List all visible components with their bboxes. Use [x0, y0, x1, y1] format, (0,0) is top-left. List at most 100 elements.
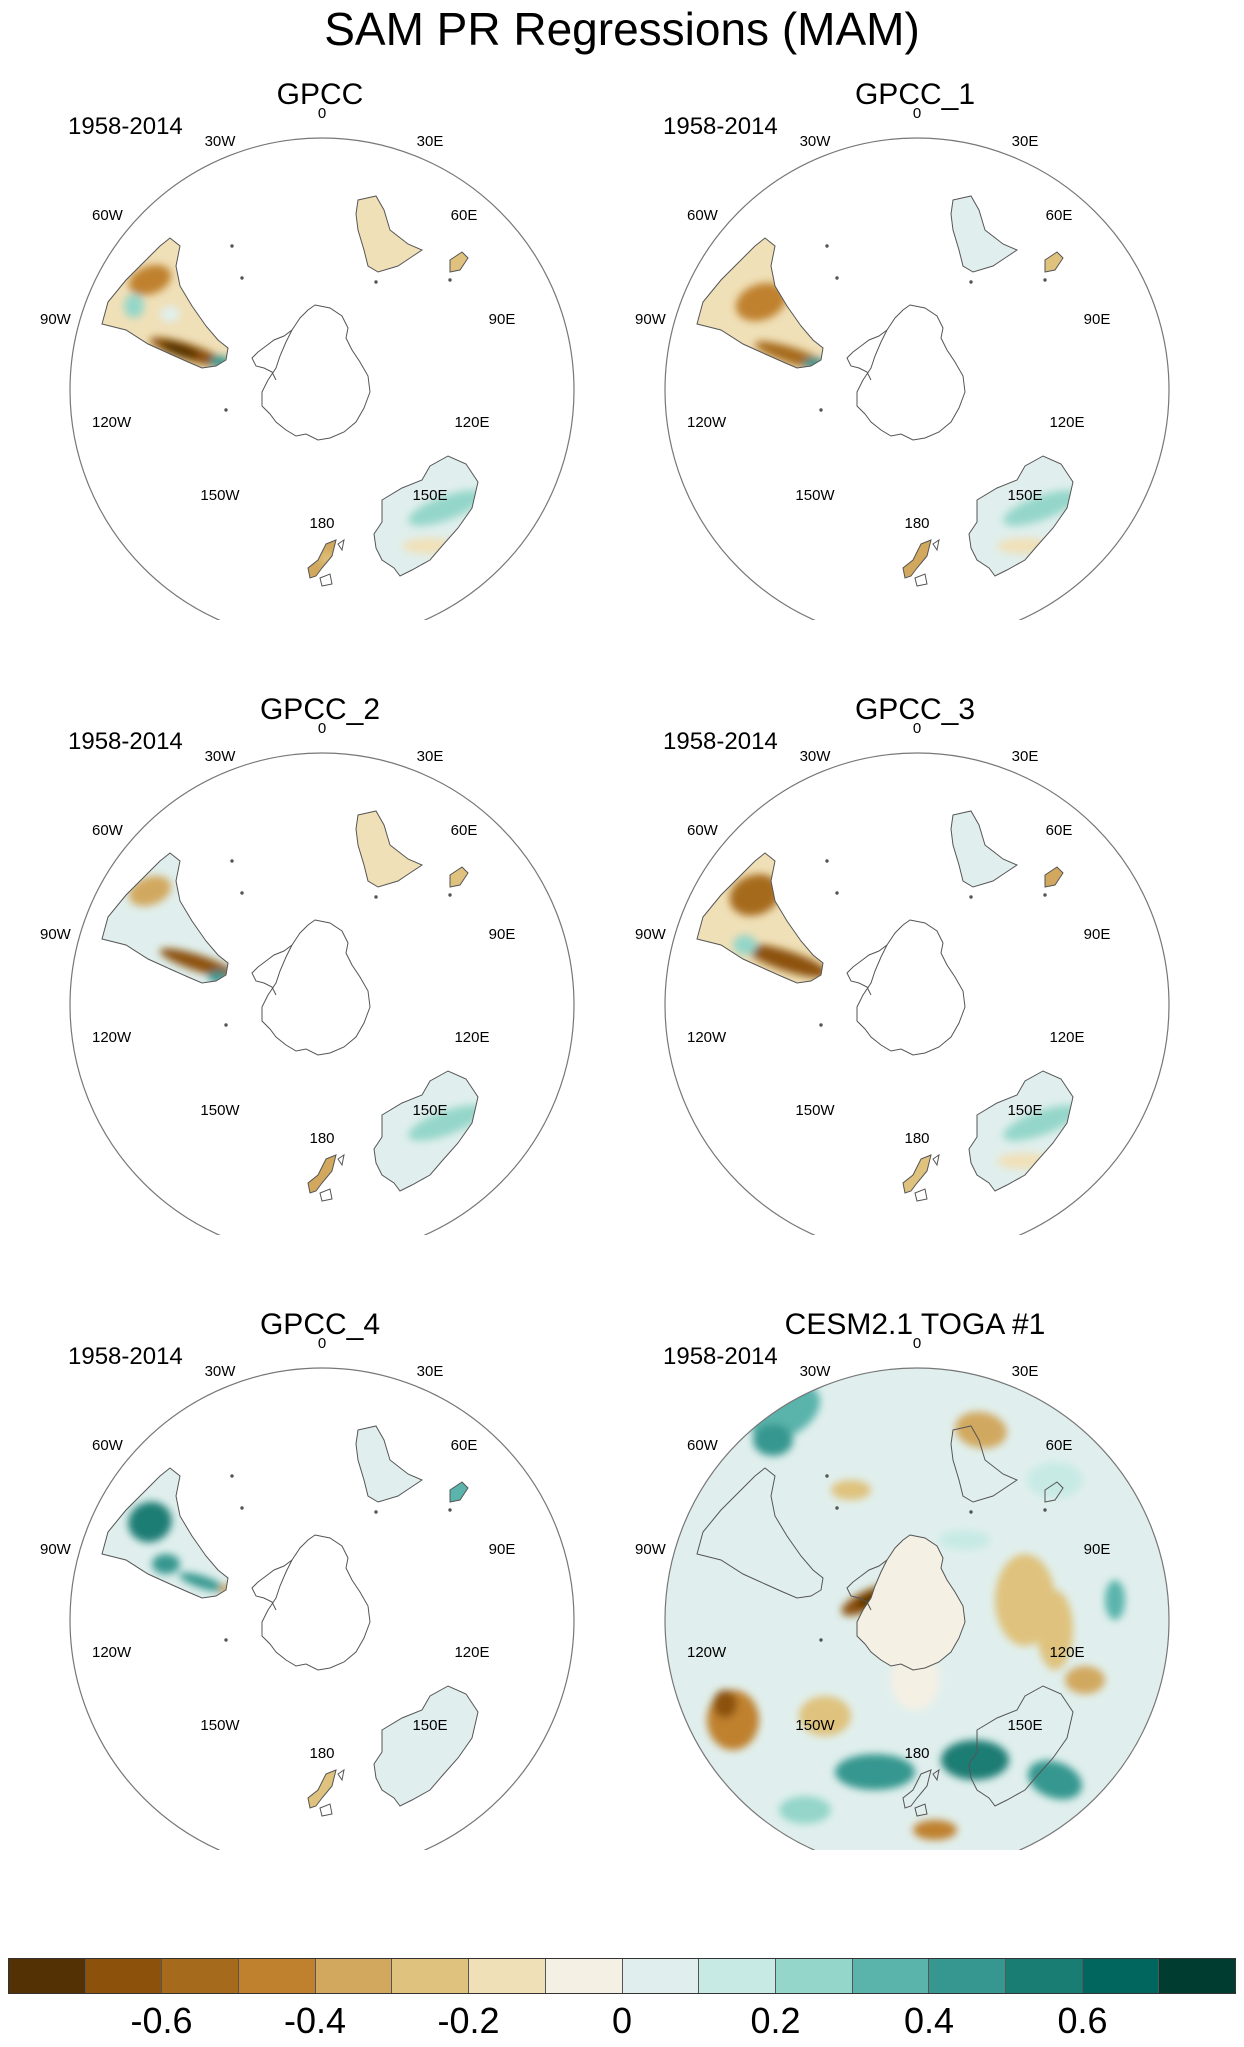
- longitude-label: 30E: [1012, 748, 1039, 765]
- longitude-label: 90E: [1084, 311, 1111, 328]
- longitude-label: 60W: [92, 822, 124, 839]
- colorbar-swatch: [852, 1959, 930, 1993]
- anomaly-blob: [1003, 1105, 1073, 1141]
- anomaly-blob: [745, 944, 829, 978]
- regression-field: [102, 1426, 478, 1808]
- longitude-label: 60E: [1046, 207, 1073, 224]
- panel-title: GPCC_1: [855, 78, 975, 111]
- anomaly-blob: [997, 538, 1053, 554]
- longitude-label: 120W: [92, 1644, 132, 1661]
- map-boundary: [664, 752, 1170, 1235]
- longitude-label: 30E: [1012, 133, 1039, 150]
- panel-gpcc: GPCC 1958-2014 0 30E 60E 90E 120E 150E 180 150W 12…: [30, 70, 590, 620]
- longitude-label: 30W: [800, 748, 832, 765]
- anomaly-blob: [402, 538, 458, 554]
- colorbar-swatch: [775, 1959, 853, 1993]
- coastlines: [696, 1425, 1074, 1817]
- panel-title: GPCC: [277, 78, 364, 111]
- longitude-label: 0: [318, 1335, 326, 1352]
- longitude-label: 150W: [200, 1717, 240, 1734]
- longitude-label: 0: [318, 105, 326, 122]
- anomaly-blob: [913, 1820, 957, 1840]
- longitude-label: 180: [904, 1130, 929, 1147]
- colorbar-tick-label: -0.4: [283, 2000, 347, 2041]
- anomaly-blob: [723, 1582, 767, 1618]
- longitude-label: 30W: [800, 1363, 832, 1380]
- longitude-label: 30W: [800, 133, 832, 150]
- land-fill: [102, 853, 228, 983]
- longitude-label: 90W: [40, 1541, 72, 1558]
- longitude-label: 150W: [795, 1717, 835, 1734]
- anomaly-blob: [729, 874, 781, 916]
- longitude-label: 90E: [489, 311, 516, 328]
- polar-map: GPCC_2 1958-2014 0 30E 60E 90E 120E 150E 180 150W…: [40, 693, 575, 1235]
- anomaly-blob: [955, 1411, 1007, 1449]
- longitude-label: 150E: [412, 1717, 447, 1734]
- colorbar-tick-label: 0.4: [903, 2000, 955, 2041]
- colorbar-swatch: [239, 1959, 316, 1993]
- colorbar-swatch: [162, 1959, 240, 1993]
- colorbar-tick-label: 0.2: [750, 2000, 801, 2041]
- anomaly-blob: [220, 1584, 236, 1596]
- coastlines: [101, 810, 479, 1202]
- colorbar: -0.6 -0.4 -0.2 0 0.2 0.4 0.6: [8, 1958, 1236, 2047]
- longitude-label: 120E: [454, 1029, 489, 1046]
- longitude-label: 60W: [687, 207, 719, 224]
- longitude-label: 180: [309, 1130, 334, 1147]
- polar-map: GPCC_4 1958-2014 0 30E 60E 90E 120E 150E 180 150W…: [40, 1308, 575, 1850]
- coastlines: [101, 1425, 479, 1817]
- anomaly-blob: [408, 1105, 478, 1141]
- longitude-label: 90E: [1084, 926, 1111, 943]
- panel-title: GPCC_3: [855, 693, 975, 726]
- longitude-label: 150W: [795, 1102, 835, 1119]
- anomaly-blob: [735, 282, 787, 322]
- anomaly-blob: [128, 264, 172, 296]
- longitude-label: 60W: [92, 1437, 124, 1454]
- longitude-label: 60E: [1046, 1437, 1073, 1454]
- longitude-label: 0: [913, 105, 921, 122]
- longitude-label: 90E: [489, 1541, 516, 1558]
- longitude-label: 120E: [1049, 1029, 1084, 1046]
- colorbar-tick-label: -0.2: [437, 2000, 500, 2041]
- anomaly-blob: [831, 1480, 871, 1500]
- colorbar-swatch: [1159, 1959, 1235, 1993]
- anomaly-blob: [128, 875, 172, 907]
- regression-field: [102, 196, 478, 578]
- panel-gpcc-2: GPCC_2 1958-2014 0 30E 60E 90E 120E 150E 180 150W…: [30, 685, 590, 1235]
- longitude-label: 30E: [417, 133, 444, 150]
- panel-title: GPCC_4: [260, 1308, 380, 1341]
- anomaly-blob: [208, 971, 228, 983]
- longitude-label: 150E: [1007, 1717, 1042, 1734]
- colorbar-swatch: [1082, 1959, 1160, 1993]
- anomaly-blob: [713, 1690, 737, 1718]
- colorbar-swatch: [545, 1959, 623, 1993]
- period-label: 1958-2014: [68, 113, 183, 140]
- longitude-label: 30W: [205, 1363, 237, 1380]
- anomaly-blob: [1037, 1590, 1073, 1670]
- anomaly-blob: [1003, 490, 1073, 526]
- map-boundary: [69, 137, 575, 620]
- anomaly-blob: [939, 1530, 991, 1550]
- longitude-label: 150W: [200, 1102, 240, 1119]
- land-fill: [308, 1770, 336, 1808]
- anomaly-blob: [1027, 1462, 1083, 1498]
- period-label: 1958-2014: [663, 728, 778, 755]
- longitude-label: 30E: [417, 1363, 444, 1380]
- colorbar-swatches: [8, 1958, 1236, 1994]
- anomaly-blob: [159, 948, 237, 978]
- panel-gpcc-1: GPCC_1 1958-2014 0 30E 60E 90E 120E 150E 180 150W…: [625, 70, 1185, 620]
- polar-map: GPCC_3 1958-2014 0 30E 60E 90E 120E 150E 180 150W…: [635, 693, 1170, 1235]
- anomaly-blob: [318, 552, 334, 564]
- longitude-label: 90E: [1084, 1541, 1111, 1558]
- anomaly-blob: [799, 1696, 851, 1736]
- land-fill: [356, 811, 422, 887]
- anomaly-blob: [753, 1424, 793, 1456]
- land-fill: [903, 540, 931, 578]
- map-boundary: [69, 752, 575, 1235]
- anomaly-blob: [152, 1554, 180, 1574]
- longitude-label: 150E: [412, 487, 447, 504]
- anomaly-blob: [128, 1501, 172, 1543]
- longitude-label: 150E: [1007, 487, 1042, 504]
- anomaly-blob: [124, 294, 144, 318]
- land-fill: [951, 196, 1017, 272]
